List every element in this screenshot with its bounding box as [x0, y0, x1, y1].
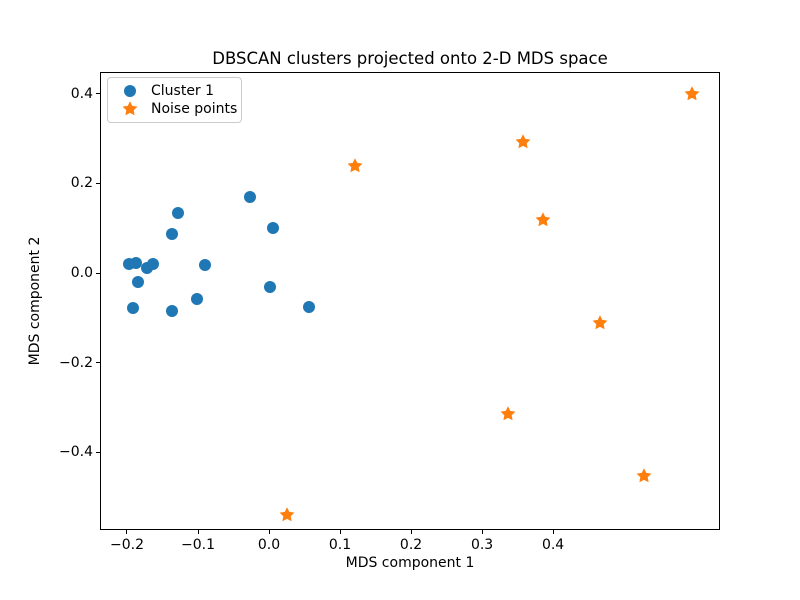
x-tick-label: 0.1 — [328, 537, 352, 553]
plot-area — [100, 72, 720, 530]
scatter-point-noise-points — [500, 406, 516, 421]
y-tick-label: 0.4 — [70, 85, 93, 102]
scatter-point-cluster-1 — [243, 191, 256, 204]
scatter-point-noise-points — [279, 506, 295, 522]
circle-marker-icon — [116, 84, 144, 97]
y-tick-label: −0.2 — [59, 354, 93, 371]
legend: Cluster 1 Noise points — [107, 77, 242, 123]
scatter-point-cluster-1 — [302, 301, 315, 314]
y-tick-label: −0.4 — [59, 444, 93, 461]
scatter-point-cluster-1 — [165, 228, 178, 241]
x-tick — [552, 530, 554, 534]
legend-label: Cluster 1 — [151, 82, 215, 99]
y-tick — [96, 93, 100, 95]
y-tick — [96, 182, 100, 184]
scatter-point-cluster-1 — [190, 292, 203, 305]
scatter-point-cluster-1 — [127, 302, 140, 315]
scatter-point-noise-points — [684, 86, 700, 101]
scatter-point-cluster-1 — [263, 280, 276, 293]
legend-entry-cluster-1: Cluster 1 — [116, 83, 233, 99]
x-tick — [268, 530, 270, 534]
x-tick-label: 0.4 — [541, 537, 565, 553]
y-tick-label: 0.2 — [70, 175, 93, 192]
scatter-point-cluster-1 — [132, 276, 145, 289]
scatter-point-noise-points — [535, 212, 551, 227]
x-tick-label: 0.3 — [470, 537, 494, 553]
scatter-point-cluster-1 — [267, 222, 280, 235]
scatter-point-noise-points — [636, 468, 652, 483]
x-tick — [410, 530, 412, 534]
scatter-point-cluster-1 — [172, 207, 185, 220]
scatter-point-noise-points — [515, 134, 531, 149]
scatter-point-noise-points — [347, 157, 363, 172]
y-tick — [96, 362, 100, 364]
y-tick-label: 0.0 — [70, 265, 93, 282]
star-marker-icon — [116, 101, 144, 117]
x-tick — [339, 530, 341, 534]
y-tick — [96, 451, 100, 453]
x-tick — [197, 530, 199, 534]
legend-label: Noise points — [151, 101, 238, 118]
y-tick — [96, 272, 100, 274]
x-tick-label: −0.2 — [109, 537, 144, 553]
scatter-point-cluster-1 — [165, 304, 178, 317]
y-axis-label: MDS component 2 — [27, 236, 43, 366]
legend-entry-noise-points: Noise points — [116, 101, 237, 117]
scatter-point-cluster-1 — [130, 256, 143, 269]
plot-title: DBSCAN clusters projected onto 2-D MDS s… — [212, 49, 608, 68]
x-tick-label: −0.1 — [181, 537, 215, 553]
scatter-point-noise-points — [592, 315, 608, 330]
x-tick — [126, 530, 128, 534]
scatter-point-cluster-1 — [147, 257, 160, 270]
x-tick-label: 0.0 — [257, 537, 281, 553]
scatter-point-cluster-1 — [199, 258, 212, 271]
x-tick — [481, 530, 483, 534]
x-tick-label: 0.2 — [399, 537, 423, 553]
x-axis-label: MDS component 1 — [345, 555, 475, 571]
